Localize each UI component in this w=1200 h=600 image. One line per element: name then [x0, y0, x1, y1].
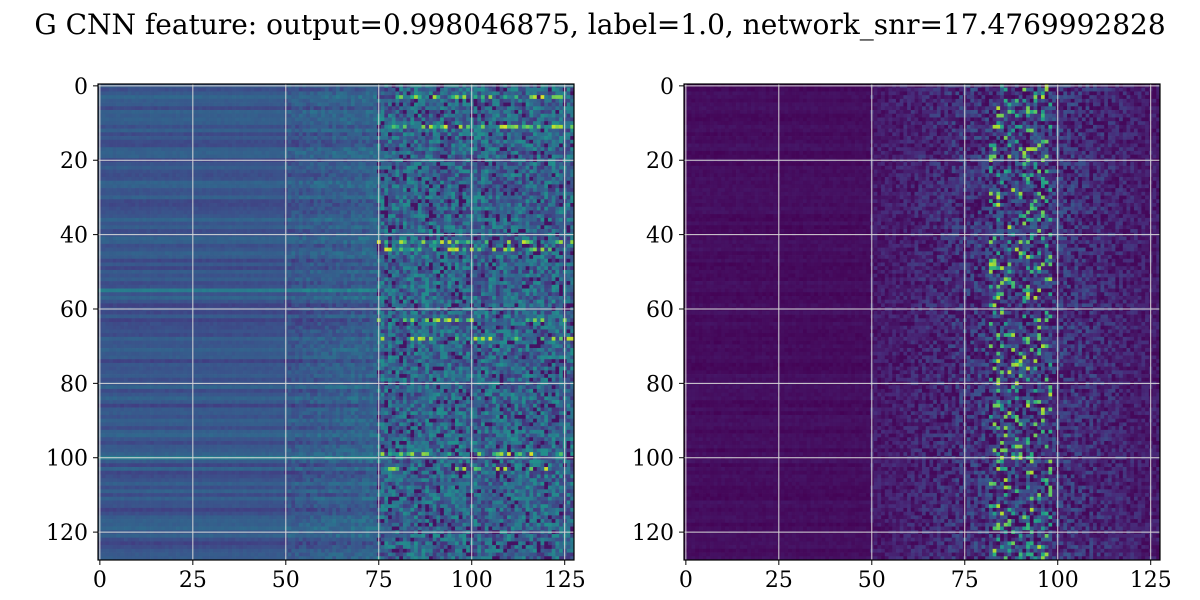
- x-tick-label: 50: [272, 568, 300, 593]
- x-tick-label: 25: [179, 568, 207, 593]
- y-tick-label: 100: [46, 447, 88, 472]
- y-tick-label: 60: [60, 298, 88, 323]
- y-tick-label: 20: [60, 149, 88, 174]
- x-tick-label: 100: [1037, 568, 1079, 593]
- x-tick-label: 100: [451, 568, 493, 593]
- left-heatmap-panel: 0 25 50 75 100 125 0 20 40 60 80 100 120: [46, 75, 586, 593]
- x-tick-label: 50: [858, 568, 886, 593]
- x-tick-label: 75: [365, 568, 393, 593]
- right-ticks: 0 25 50 75 100 125 0 20 40 60 80 100 120: [632, 75, 1172, 593]
- y-tick-label: 20: [646, 149, 674, 174]
- y-tick-label: 120: [46, 521, 88, 546]
- left-grid: [98, 84, 574, 560]
- y-tick-label: 60: [646, 298, 674, 323]
- figure-title: G CNN feature: output=0.998046875, label…: [34, 8, 1165, 41]
- x-tick-label: 125: [544, 568, 586, 593]
- y-tick-label: 40: [60, 224, 88, 249]
- x-tick-label: 25: [765, 568, 793, 593]
- y-tick-label: 80: [646, 372, 674, 397]
- y-tick-label: 80: [60, 372, 88, 397]
- y-tick-label: 100: [632, 447, 674, 472]
- x-tick-label: 75: [951, 568, 979, 593]
- left-heatmap-cells: [98, 84, 575, 561]
- right-axes-frame: [683, 83, 1161, 561]
- y-tick-label: 120: [632, 521, 674, 546]
- y-tick-label: 0: [660, 75, 674, 100]
- right-heatmap-cells: [684, 84, 1161, 561]
- y-tick-label: 40: [646, 224, 674, 249]
- left-ticks: 0 25 50 75 100 125 0 20 40 60 80 100 120: [46, 75, 586, 593]
- left-axes-frame: [97, 83, 575, 561]
- x-tick-label: 125: [1130, 568, 1172, 593]
- x-tick-label: 0: [93, 568, 107, 593]
- right-grid: [684, 84, 1160, 560]
- right-heatmap-panel: 0 25 50 75 100 125 0 20 40 60 80 100 120: [632, 75, 1172, 593]
- x-tick-label: 0: [679, 568, 693, 593]
- y-tick-label: 0: [74, 75, 88, 100]
